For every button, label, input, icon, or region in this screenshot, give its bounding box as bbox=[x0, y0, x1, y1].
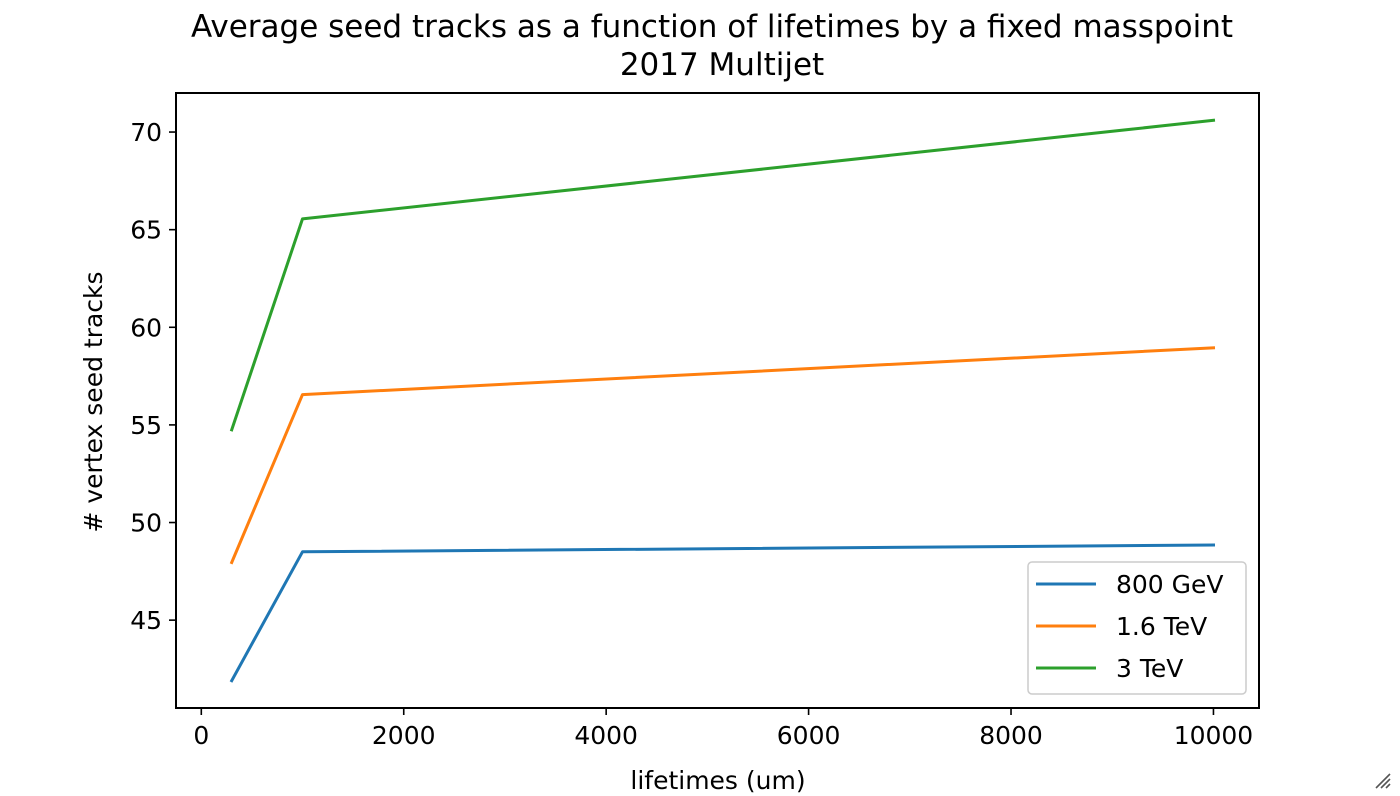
legend-label-2: 3 TeV bbox=[1116, 654, 1183, 683]
chart-title: Average seed tracks as a function of lif… bbox=[191, 9, 1233, 45]
resize-grip-icon[interactable] bbox=[1375, 773, 1391, 789]
y-tick-label: 60 bbox=[130, 313, 162, 342]
x-tick-label: 2000 bbox=[372, 721, 436, 750]
x-tick-label: 8000 bbox=[979, 721, 1043, 750]
x-tick-label: 10000 bbox=[1174, 721, 1254, 750]
legend-label-0: 800 GeV bbox=[1116, 570, 1224, 599]
x-tick-label: 4000 bbox=[574, 721, 638, 750]
plot-area bbox=[175, 92, 1260, 709]
y-tick-label: 65 bbox=[130, 216, 162, 245]
legend-label-1: 1.6 TeV bbox=[1116, 612, 1207, 641]
legend: 800 GeV 1.6 TeV 3 TeV bbox=[1027, 561, 1247, 695]
chart-subtitle: 2017 Multijet bbox=[620, 47, 824, 83]
y-axis-label: # vertex seed tracks bbox=[79, 271, 108, 532]
y-tick-label: 45 bbox=[130, 606, 162, 635]
y-tick-label: 50 bbox=[130, 509, 162, 538]
x-axis: 0 2000 4000 6000 8000 10000 bbox=[193, 708, 1253, 750]
x-tick-label: 6000 bbox=[777, 721, 841, 750]
axes-frame bbox=[175, 92, 1260, 709]
x-tick-label: 0 bbox=[193, 721, 209, 750]
series-line-1 bbox=[229, 346, 1216, 565]
series-group bbox=[229, 118, 1216, 683]
series-line-0 bbox=[229, 543, 1216, 683]
y-axis: 45 50 55 60 65 70 bbox=[130, 118, 176, 635]
series-line-2 bbox=[229, 118, 1216, 432]
x-axis-label: lifetimes (um) bbox=[630, 766, 805, 795]
legend-box bbox=[1027, 561, 1247, 695]
y-tick-label: 55 bbox=[130, 411, 162, 440]
y-tick-label: 70 bbox=[130, 118, 162, 147]
